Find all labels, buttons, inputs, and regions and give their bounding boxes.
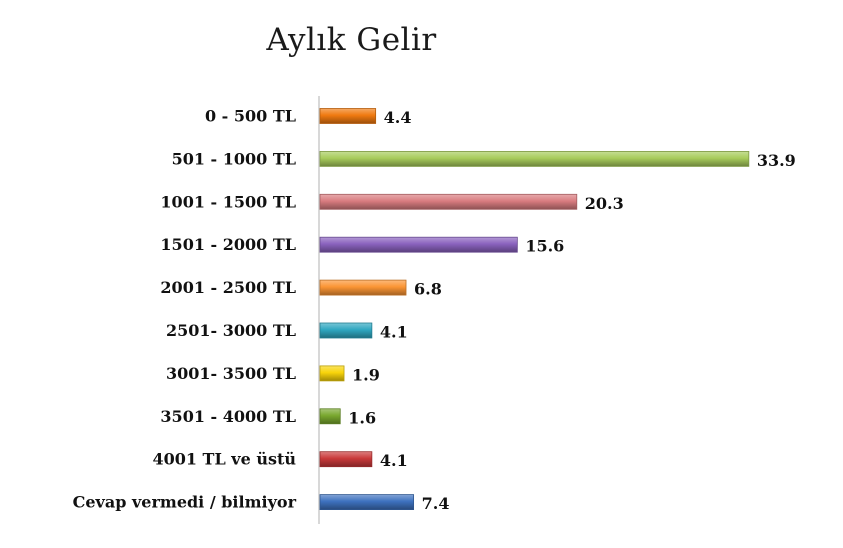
- value-label: 1.9: [352, 365, 380, 384]
- category-label: 2501- 3000 TL: [166, 321, 296, 340]
- bar: [319, 279, 407, 296]
- bar: [319, 451, 373, 468]
- value-label: 4.4: [384, 108, 412, 127]
- bar: [319, 365, 345, 382]
- value-label: 1.6: [348, 408, 376, 427]
- value-label: 33.9: [757, 151, 796, 170]
- category-label: 3001- 3500 TL: [166, 364, 296, 383]
- value-label: 20.3: [585, 194, 624, 213]
- category-label: 1501 - 2000 TL: [160, 235, 296, 254]
- bar: [319, 322, 373, 339]
- bar: [319, 236, 518, 253]
- category-label: 2001 - 2500 TL: [160, 278, 296, 297]
- category-label: Cevap vermedi / bilmiyor: [73, 493, 297, 512]
- value-label: 4.1: [380, 451, 408, 470]
- category-label: 1001 - 1500 TL: [160, 192, 296, 211]
- bar: [319, 150, 750, 167]
- value-label: 4.1: [380, 323, 408, 342]
- bar: [319, 108, 377, 124]
- bar: [319, 408, 341, 425]
- chart-title: Aylık Gelir: [266, 22, 437, 58]
- value-label: 15.6: [525, 237, 564, 256]
- value-label: 7.4: [422, 494, 450, 513]
- category-label: 4001 TL ve üstü: [152, 450, 296, 469]
- value-label: 6.8: [414, 280, 442, 299]
- bar: [319, 494, 415, 511]
- category-label: 0 - 500 TL: [205, 107, 296, 126]
- bar: [319, 193, 578, 210]
- category-label: 3501 - 4000 TL: [160, 407, 296, 426]
- category-label: 501 - 1000 TL: [172, 149, 296, 168]
